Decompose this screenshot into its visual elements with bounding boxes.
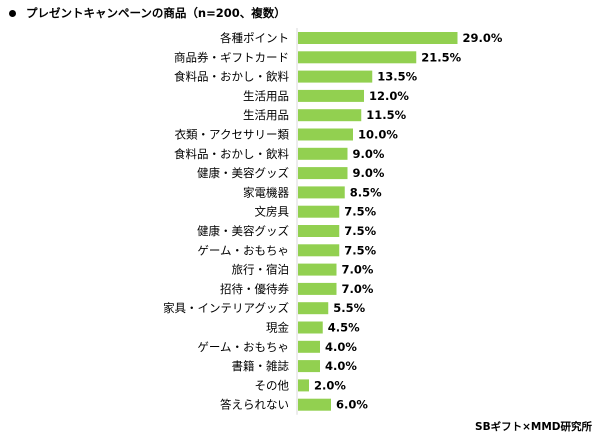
value-label: 4.5% [328,321,360,335]
value-label: 7.5% [344,224,376,238]
value-label: 5.5% [333,301,365,315]
bar [298,109,362,122]
category-label: 招待・優待券 [220,282,289,296]
value-label: 7.5% [344,205,376,219]
value-label: 4.0% [325,359,357,373]
category-label: その他 [255,378,290,392]
value-label: 7.0% [342,263,374,277]
bar [298,205,340,218]
value-label: 9.0% [353,166,385,180]
value-label: 7.0% [342,282,374,296]
category-label: 家電機器 [243,185,289,199]
category-label: 健康・美容グッズ [197,166,289,180]
bar [298,70,373,83]
category-label: ゲーム・おもちゃ [197,340,289,354]
chart-title: プレゼントキャンペーンの商品（n=200、複数） [26,6,286,20]
bar [298,244,340,257]
bar [298,379,309,392]
value-label: 2.0% [314,378,346,392]
category-label: 書籍・雑誌 [232,359,290,373]
bar [298,282,337,295]
category-label: 健康・美容グッズ [197,224,289,238]
category-label: 現金 [266,321,289,335]
bar [298,360,320,373]
bar [298,147,348,160]
category-label: 旅行・宿泊 [232,263,290,277]
value-label: 13.5% [377,70,417,84]
category-label: 文房具 [255,205,290,219]
bar [298,302,329,315]
value-label: 10.0% [358,128,398,142]
bar [298,128,353,141]
category-label: 食料品・おかし・飲料 [174,147,289,161]
bar [298,225,340,237]
value-label: 6.0% [336,398,368,412]
category-label: 食料品・おかし・飲料 [174,70,289,84]
category-label: 答えられない [220,398,289,412]
category-label: ゲーム・おもちゃ [197,243,289,257]
value-label: 12.0% [369,89,409,103]
value-label: 4.0% [325,340,357,354]
value-label: 7.5% [344,243,376,257]
bar [298,51,417,64]
category-label: 生活用品 [243,89,289,103]
category-label: 衣類・アクセサリー類 [175,128,290,142]
bar [298,32,458,44]
bar [298,89,364,102]
category-label: 各種ポイント [220,31,289,45]
bar [298,167,348,180]
bar [298,398,331,411]
bar [298,321,323,334]
bar [298,186,345,199]
source-credit: SBギフト×MMD研究所 [475,421,592,433]
category-label: 商品券・ギフトカード [174,50,289,64]
value-label: 11.5% [366,108,406,122]
value-label: 9.0% [353,147,385,161]
value-label: 21.5% [421,50,461,64]
category-label: 家具・インテリアグッズ [163,301,289,315]
chart-title-row: プレゼントキャンペーンの商品（n=200、複数） [9,4,286,22]
category-label: 生活用品 [243,108,289,122]
bar [298,263,337,276]
value-label: 29.0% [463,31,503,45]
bullet-icon [9,9,16,17]
bar [298,340,320,353]
value-label: 8.5% [350,185,382,199]
